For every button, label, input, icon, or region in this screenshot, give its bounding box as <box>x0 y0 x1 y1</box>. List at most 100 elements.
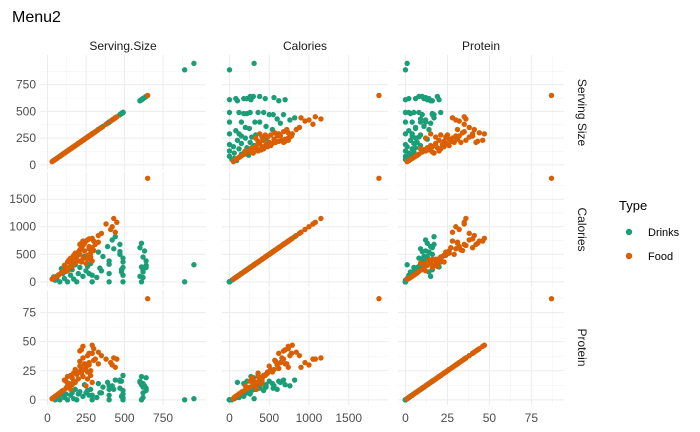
data-point-food <box>422 135 429 141</box>
data-point-food <box>95 232 102 239</box>
data-point-drinks <box>256 93 263 100</box>
data-point-drinks <box>427 273 434 280</box>
data-point-drinks <box>244 110 250 117</box>
data-point-food <box>456 359 462 366</box>
data-point-food <box>247 149 253 155</box>
data-point-food <box>144 92 151 99</box>
data-point-food <box>548 295 555 302</box>
data-point-drinks <box>67 392 74 398</box>
data-point-food <box>77 358 83 365</box>
data-point-drinks <box>72 386 78 393</box>
panel-1-0: 0 500 1000 1500 <box>9 172 206 289</box>
data-point-drinks <box>287 117 293 123</box>
y-tick-label: 1500 <box>9 192 36 206</box>
data-point-food <box>69 375 75 381</box>
data-point-food <box>456 243 462 250</box>
data-point-drinks <box>226 279 233 285</box>
data-point-food <box>471 232 477 239</box>
data-point-drinks <box>226 141 233 148</box>
data-point-drinks <box>120 279 126 285</box>
data-point-drinks <box>426 126 432 133</box>
data-point-drinks <box>181 279 188 285</box>
data-point-drinks <box>271 383 277 389</box>
data-point-drinks <box>242 135 249 141</box>
data-point-drinks <box>422 248 429 254</box>
data-point-food <box>422 260 429 267</box>
data-point-food <box>429 143 436 150</box>
data-point-food <box>302 226 308 233</box>
data-point-drinks <box>95 249 102 255</box>
data-point-drinks <box>83 268 89 274</box>
data-point-drinks <box>262 95 268 102</box>
data-point-food <box>429 149 436 155</box>
y-tick-label: 500 <box>16 104 36 118</box>
legend-label-food: Food <box>648 251 673 263</box>
data-point-food <box>86 243 92 250</box>
data-point-food <box>310 121 316 127</box>
data-point-food <box>404 395 410 402</box>
data-point-food <box>89 379 95 386</box>
data-point-drinks <box>238 119 245 125</box>
data-point-food <box>272 357 278 363</box>
data-point-drinks <box>251 395 257 402</box>
data-point-drinks <box>429 251 436 257</box>
data-point-food <box>242 383 249 389</box>
data-point-food <box>272 130 278 136</box>
data-point-food <box>78 259 85 265</box>
data-point-food <box>285 137 292 143</box>
x-tick-label: 500 <box>259 411 279 425</box>
data-point-food <box>436 137 442 143</box>
data-point-drinks <box>97 390 103 396</box>
data-point-food <box>253 386 260 393</box>
data-point-drinks <box>419 111 425 118</box>
data-point-drinks <box>255 109 261 116</box>
data-point-food <box>476 130 483 136</box>
data-point-drinks <box>106 392 112 398</box>
data-point-food <box>271 366 277 373</box>
chart-title: Menu2 <box>12 9 61 26</box>
data-point-drinks <box>80 273 86 280</box>
data-point-drinks <box>282 382 288 388</box>
data-point-drinks <box>138 264 145 270</box>
data-point-drinks <box>77 264 83 271</box>
panel-1-1 <box>222 172 388 287</box>
data-point-food <box>144 295 151 302</box>
data-point-drinks <box>263 123 269 130</box>
data-point-food <box>75 376 81 382</box>
data-point-food <box>253 135 259 141</box>
data-point-food <box>107 118 114 124</box>
data-point-food <box>80 355 86 361</box>
data-point-drinks <box>262 384 268 390</box>
data-point-food <box>310 221 316 227</box>
data-point-food <box>476 238 483 244</box>
data-point-drinks <box>112 377 118 383</box>
panel-0-0: 0 250 500 750 <box>16 55 206 172</box>
x-tick-label: 75 <box>525 411 539 425</box>
data-point-drinks <box>120 259 126 265</box>
data-point-drinks <box>282 96 288 103</box>
data-point-drinks <box>120 255 126 261</box>
data-point-food <box>318 215 324 222</box>
data-point-food <box>466 230 472 237</box>
data-point-food <box>302 118 308 124</box>
panel-2-2: 0 25 50 75 <box>398 290 564 425</box>
data-point-food <box>432 134 439 140</box>
data-point-drinks <box>404 60 410 67</box>
data-point-food <box>67 386 74 393</box>
data-point-food <box>95 239 102 245</box>
data-point-drinks <box>404 143 410 150</box>
data-point-food <box>259 378 265 384</box>
data-point-food <box>296 352 303 359</box>
data-point-food <box>284 361 290 367</box>
data-point-food <box>481 131 488 137</box>
data-point-drinks <box>406 127 412 134</box>
data-point-food <box>454 239 461 245</box>
data-point-food <box>81 366 88 373</box>
data-point-food <box>376 295 382 302</box>
data-point-food <box>266 251 272 257</box>
data-point-food <box>262 132 268 138</box>
data-point-food <box>249 145 255 151</box>
data-point-drinks <box>266 378 272 384</box>
y-tick-label: 750 <box>16 78 36 92</box>
